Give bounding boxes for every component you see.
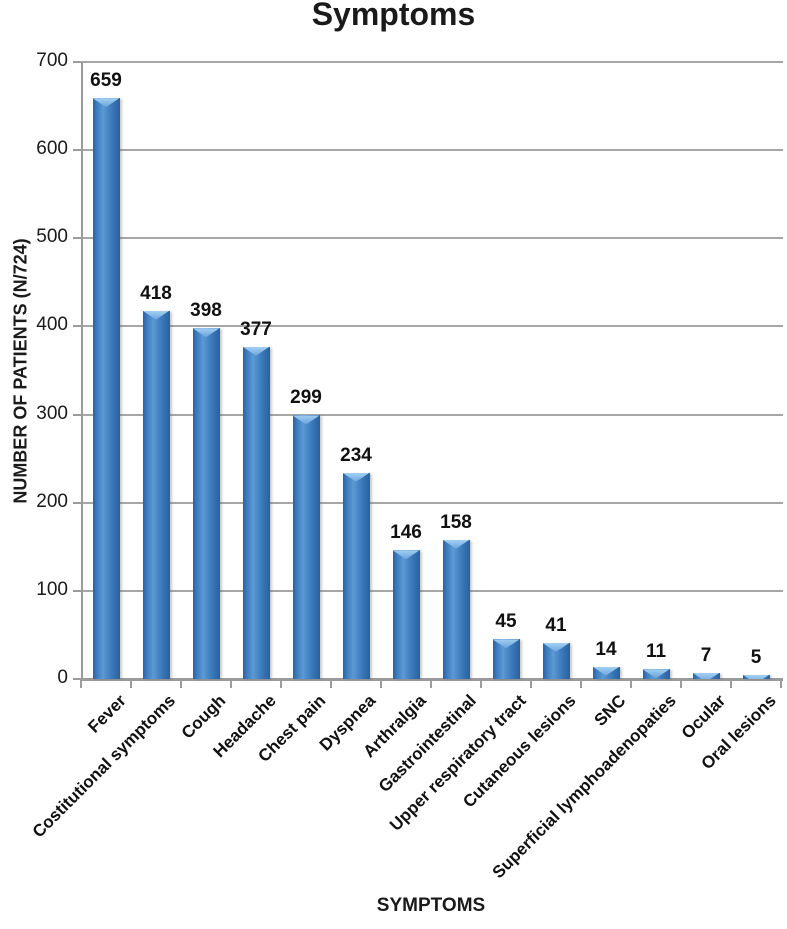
y-tick (73, 61, 81, 63)
bar-value-label: 418 (140, 282, 172, 304)
gridline (81, 61, 783, 63)
bar-value-label: 659 (90, 70, 122, 92)
bar (442, 539, 470, 679)
bar (342, 472, 370, 679)
bar (142, 310, 170, 679)
bar-top-highlight (742, 674, 770, 679)
gridline (81, 501, 783, 504)
bar-top-highlight (192, 328, 220, 338)
bar-top-highlight (292, 415, 320, 425)
x-tick (680, 680, 682, 688)
x-tick (130, 680, 132, 688)
y-tick (73, 413, 81, 416)
bar-top-highlight (592, 666, 620, 676)
bar-value-label: 398 (190, 300, 222, 322)
x-tick (580, 680, 582, 688)
bar-top-highlight (492, 639, 520, 649)
bar (542, 642, 570, 679)
bar-value-label: 377 (240, 318, 272, 340)
x-tick (80, 680, 82, 688)
bar-value-label: 146 (390, 522, 422, 544)
x-category-label: SNC (590, 691, 630, 730)
x-tick (380, 680, 382, 688)
bar-value-label: 158 (440, 511, 472, 533)
y-axis-line (81, 62, 83, 681)
x-tick (780, 680, 782, 688)
y-tick-label: 500 (36, 226, 68, 248)
bar-value-label: 7 (700, 644, 712, 666)
gridline (81, 589, 783, 592)
x-tick (730, 680, 732, 688)
y-tick (73, 237, 81, 240)
gridline (81, 237, 783, 240)
bar-value-label: 41 (545, 614, 567, 636)
x-category-label: Superficial lymphoadenopaties (488, 691, 680, 883)
gridline (81, 413, 783, 416)
bar (292, 415, 320, 679)
x-axis-title: SYMPTOMS (376, 895, 486, 916)
bar-top-highlight (642, 669, 670, 679)
y-tick (73, 149, 81, 152)
x-tick (480, 680, 482, 688)
chart-title: Symptoms (311, 0, 476, 32)
y-tick-label: 400 (36, 314, 68, 336)
bar-value-label: 14 (595, 638, 617, 660)
bar-value-label: 234 (340, 444, 372, 466)
x-tick (430, 680, 432, 688)
bar-top-highlight (692, 672, 720, 679)
bar (492, 639, 520, 679)
bar-value-label: 11 (645, 641, 667, 663)
y-tick-label: 600 (36, 138, 68, 160)
bar-top-highlight (242, 346, 270, 356)
bar-value-label: 299 (290, 387, 322, 409)
bar-top-highlight (392, 550, 420, 560)
x-tick (530, 680, 532, 688)
y-tick (73, 678, 81, 680)
y-tick-label: 100 (36, 578, 68, 600)
y-tick (73, 589, 81, 592)
x-category-label: Fever (83, 691, 130, 737)
y-tick-label: 200 (36, 490, 68, 512)
y-tick-label: 300 (36, 402, 68, 424)
x-axis-line (80, 678, 783, 681)
bar (92, 98, 120, 679)
y-tick-label: 0 (57, 667, 68, 688)
bar (392, 550, 420, 679)
bar-value-label: 45 (495, 611, 517, 633)
bar-top-highlight (342, 472, 370, 482)
bar (192, 328, 220, 679)
gridline (81, 325, 783, 328)
bar (592, 666, 620, 679)
bar-top-highlight (542, 642, 570, 652)
bar (742, 674, 770, 679)
bar-top-highlight (442, 539, 470, 549)
y-tick (73, 325, 81, 328)
x-tick (280, 680, 282, 688)
x-tick (180, 680, 182, 688)
x-tick (330, 680, 332, 688)
gridline (81, 149, 783, 152)
x-tick (230, 680, 232, 688)
bar-value-label: 5 (750, 646, 762, 668)
bar (242, 346, 270, 679)
x-tick (630, 680, 632, 688)
y-tick (73, 501, 81, 504)
bar (692, 672, 720, 679)
bar (642, 669, 670, 679)
bar-top-highlight (142, 310, 170, 320)
bar-top-highlight (92, 98, 120, 108)
y-tick-label: 700 (36, 50, 68, 71)
